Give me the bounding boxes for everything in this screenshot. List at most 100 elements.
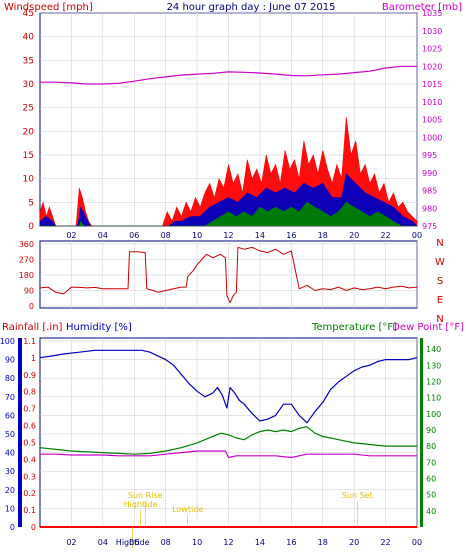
- lower-x-tick-label: 22: [380, 538, 390, 547]
- wind-low-series: [40, 201, 417, 227]
- temperature-axis-label: Temperature [°F]: [311, 322, 397, 333]
- lower-x-tick-label: 08: [161, 538, 171, 547]
- direction-compass-label: N: [436, 314, 443, 325]
- windspeed-tick-label: 0: [28, 222, 34, 232]
- windspeed-tick-label: 35: [23, 56, 34, 66]
- barometer-tick-label: 1030: [422, 27, 442, 36]
- barometer-tick-label: 985: [422, 187, 437, 196]
- temperature-series: [39, 426, 417, 455]
- windspeed-tick-label: 5: [28, 198, 34, 208]
- annotation-label: Hightide: [124, 500, 158, 509]
- temperature-tick-label: 130: [426, 361, 441, 370]
- barometer-axis-label: Barometer [mb]: [382, 2, 462, 13]
- tick-labels: 4540353025201510501035103010251020101510…: [0, 9, 445, 547]
- barometer-tick-label: 1010: [422, 98, 442, 107]
- windspeed-tick-label: 45: [23, 9, 34, 19]
- rainfall-tick-label: 0.1: [23, 506, 36, 515]
- humidity-series: [39, 349, 418, 424]
- wind-x-tick-label: 06: [129, 231, 139, 240]
- wind-x-tick-label: 18: [318, 231, 328, 240]
- barometer-tick-label: 995: [422, 151, 437, 160]
- wind-x-tick-label: 10: [192, 231, 202, 240]
- rainfall-tick-label: 0: [31, 523, 36, 532]
- rainfall-tick-label: 0.9: [23, 371, 36, 380]
- barometer-tick-label: 1020: [422, 62, 442, 71]
- rainfall-axis-label: Rainfall [.in]: [2, 322, 63, 333]
- wind-x-tick-label: 14: [255, 231, 265, 240]
- wind-x-tick-label: 20: [349, 231, 359, 240]
- dewpoint-axis-label: Dew Point [°F]: [392, 322, 464, 333]
- temperature-tick-label: 50: [426, 491, 436, 500]
- direction-tick-label: 180: [19, 271, 34, 280]
- wind-x-tick-label: 04: [98, 231, 108, 240]
- rainfall-tick-label: 0.2: [23, 489, 36, 498]
- humidity-tick-label: 100: [0, 337, 15, 346]
- humidity-tick-label: 50: [5, 430, 15, 439]
- barometer-tick-label: 1035: [422, 9, 442, 18]
- annotation-label: Sun Rise: [128, 491, 163, 500]
- temperature-tick-label: 40: [426, 507, 436, 516]
- lower-x-tick-label: 18: [318, 538, 328, 547]
- windspeed-tick-label: 40: [23, 33, 35, 43]
- annotation-label: Sun Set: [342, 491, 373, 500]
- barometer-series: [40, 65, 417, 85]
- humidity-axis-label: Humidity [%]: [66, 322, 132, 333]
- direction-compass-label: N: [436, 238, 443, 249]
- lower-x-tick-label: 10: [192, 538, 202, 547]
- rainfall-tick-label: 1.1: [23, 337, 36, 346]
- temperature-tick-label: 100: [426, 410, 441, 419]
- humidity-tick-label: 10: [5, 504, 15, 513]
- wind-x-tick-label: 22: [380, 231, 390, 240]
- temperature-tick-label: 80: [426, 442, 436, 451]
- temperature-tick-label: 70: [426, 458, 436, 467]
- windspeed-tick-label: 25: [23, 104, 34, 114]
- wind-x-tick-label: 02: [66, 231, 76, 240]
- lower-x-tick-label: 00: [412, 538, 422, 547]
- lower-x-tick-label: 20: [349, 538, 359, 547]
- barometer-tick-label: 975: [422, 222, 437, 231]
- windspeed-axis-label: Windspeed [mph]: [4, 2, 93, 13]
- direction-tick-label: 90: [24, 287, 34, 296]
- humidity-tick-label: 90: [5, 356, 15, 365]
- rainfall-tick-label: 0.6: [23, 422, 36, 431]
- humidity-tick-label: 70: [5, 393, 15, 402]
- wind-x-tick-label: 12: [223, 231, 233, 240]
- direction-tick-label: 270: [19, 256, 34, 265]
- data-series: [39, 65, 418, 548]
- barometer-tick-label: 980: [422, 204, 437, 213]
- windspeed-tick-label: 10: [23, 175, 35, 185]
- windspeed-tick-label: 20: [23, 127, 35, 137]
- humidity-tick-label: 60: [5, 411, 15, 420]
- dewpoint-series: [40, 450, 417, 459]
- rainfall-tick-label: 0.8: [23, 388, 36, 397]
- direction-tick-label: 360: [19, 240, 34, 249]
- barometer-tick-label: 990: [422, 169, 437, 178]
- temperature-tick-label: 60: [426, 474, 436, 483]
- temperature-axis-bar: [420, 338, 423, 527]
- rainfall-tick-label: 0.5: [23, 438, 36, 447]
- barometer-tick-label: 1005: [422, 116, 442, 125]
- wind-x-tick-label: 00: [412, 231, 422, 240]
- humidity-tick-label: 80: [5, 374, 15, 383]
- annotation-label: Lowtide: [172, 505, 203, 514]
- lower-x-tick-label: 02: [66, 538, 76, 547]
- rainfall-tick-label: 0.7: [23, 405, 36, 414]
- temperature-tick-label: 140: [426, 345, 441, 354]
- rainfall-tick-label: 1: [31, 354, 36, 363]
- windspeed-tick-label: 30: [23, 80, 35, 90]
- direction-compass-label: W: [435, 257, 445, 268]
- humidity-tick-label: 30: [5, 467, 15, 476]
- wind-direction-series: [39, 246, 418, 304]
- lower-x-tick-label: 14: [255, 538, 265, 547]
- direction-compass-label: S: [437, 276, 443, 287]
- annotation-label: Hightide: [116, 538, 150, 547]
- lower-x-tick-label: 04: [98, 538, 108, 547]
- lower-x-tick-label: 06: [129, 538, 139, 547]
- temperature-tick-label: 90: [426, 426, 436, 435]
- lower-x-tick-label: 12: [223, 538, 233, 547]
- barometer-tick-label: 1000: [422, 133, 442, 142]
- temperature-tick-label: 120: [426, 377, 441, 386]
- rainfall-tick-label: 0.3: [23, 472, 36, 481]
- humidity-tick-label: 40: [5, 449, 15, 458]
